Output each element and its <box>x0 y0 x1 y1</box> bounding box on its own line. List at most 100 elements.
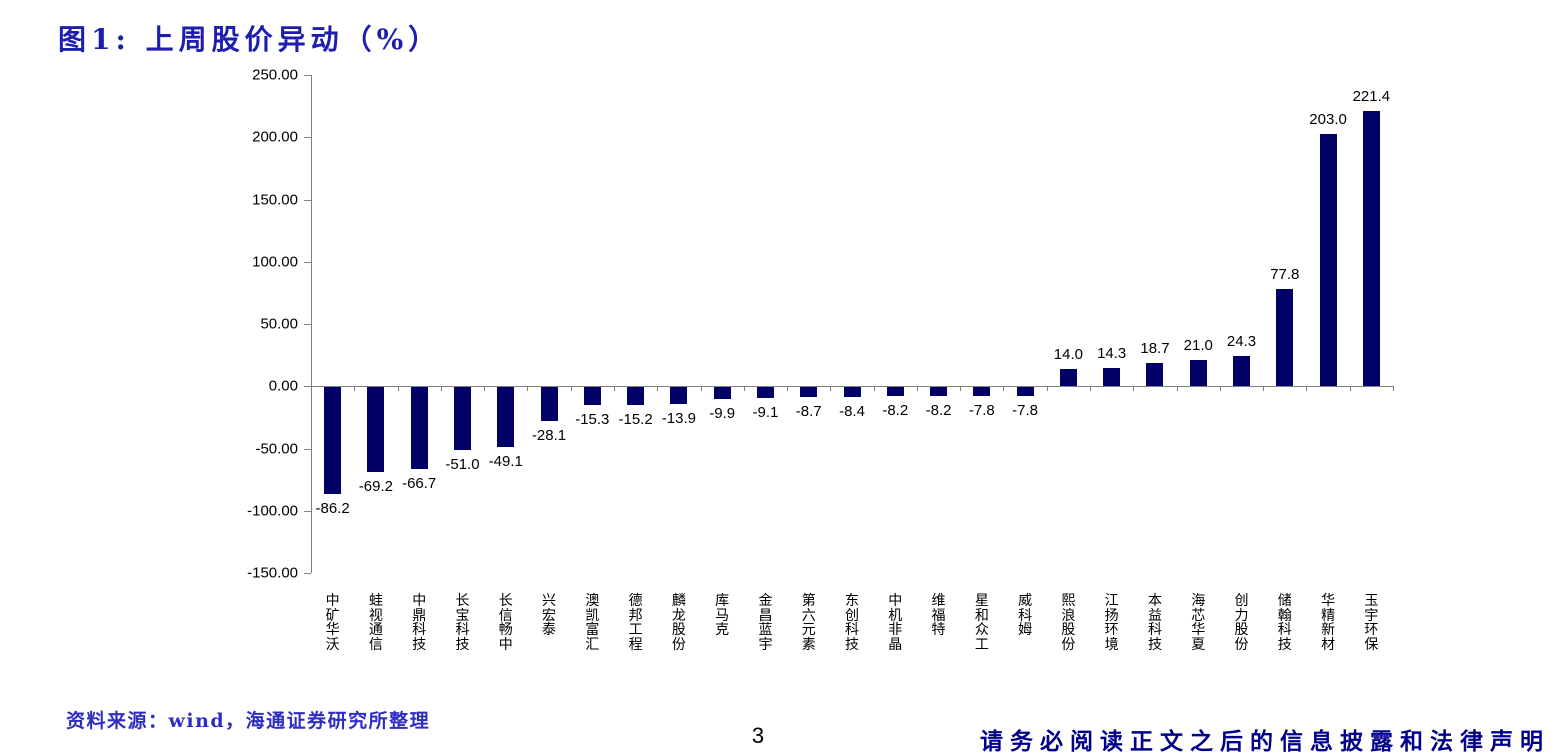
category-label: 本益科技 <box>1146 594 1164 652</box>
bar <box>843 386 861 397</box>
x-axis-line <box>311 386 1393 388</box>
bar-value-label: -28.1 <box>531 427 567 445</box>
category-label-char: 材 <box>1321 636 1336 653</box>
category-label-char: 益 <box>1147 607 1162 624</box>
category-label-char: 沃 <box>325 636 340 653</box>
bar <box>1362 110 1380 387</box>
category-label: 星和众工 <box>973 594 991 652</box>
category-label-char: 工 <box>974 636 989 653</box>
category-label-char: 星 <box>974 593 989 609</box>
y-axis-line <box>311 75 312 573</box>
category-label-char: 玉 <box>1364 593 1379 609</box>
category-label: 库马克 <box>713 594 731 638</box>
category-label-char: 海 <box>1191 593 1206 609</box>
category-label: 东创科技 <box>843 594 861 652</box>
category-label-char: 汇 <box>585 636 600 653</box>
category-label-char: 长 <box>498 593 513 609</box>
y-tick-label: 50.00 <box>260 315 298 333</box>
x-axis-tick <box>484 386 486 392</box>
category-label-char: 邦 <box>628 607 643 624</box>
category-label: 威科姆 <box>1016 594 1034 638</box>
category-label-char: 科 <box>845 622 859 639</box>
category-label: 兴宏泰 <box>540 594 558 638</box>
category-label-char: 宇 <box>1364 607 1379 624</box>
category-label-char: 技 <box>412 636 427 653</box>
bar-value-label: 203.0 <box>1309 110 1347 128</box>
category-label-char: 矿 <box>325 607 340 624</box>
bar-value-label: 21.0 <box>1183 337 1213 355</box>
category-label-char: 库 <box>715 593 730 609</box>
category-label: 蛙视通信 <box>367 594 385 652</box>
x-axis-tick <box>1393 386 1394 392</box>
x-axis-tick <box>873 386 875 392</box>
category-label-char: 富 <box>585 622 600 639</box>
bar-value-label: -86.2 <box>315 499 350 517</box>
category-label-char: 晶 <box>888 636 903 653</box>
category-label-char: 泰 <box>542 622 557 639</box>
category-label-char: 翰 <box>1277 607 1292 624</box>
bar <box>540 386 558 422</box>
bar-value-label: -8.2 <box>925 402 952 420</box>
category-label-char: 份 <box>671 636 686 653</box>
x-axis-tick <box>1306 386 1308 392</box>
bar <box>670 386 688 404</box>
category-label-char: 姆 <box>1018 622 1033 639</box>
bar <box>1276 289 1294 387</box>
category-label-char: 宇 <box>758 636 773 653</box>
x-axis-tick <box>613 386 615 392</box>
category-label-char: 创 <box>845 607 859 624</box>
bar-value-label: -66.7 <box>402 475 437 493</box>
bar-value-label: 14.3 <box>1097 345 1127 363</box>
category-label-char: 工 <box>628 622 643 639</box>
bar <box>497 386 515 448</box>
bar <box>713 386 731 399</box>
bar-value-label: -15.3 <box>575 411 610 429</box>
bar <box>410 386 428 470</box>
bar <box>583 386 601 406</box>
category-label-char: 力 <box>1234 607 1249 624</box>
category-label-char: 熙 <box>1061 593 1076 609</box>
x-axis-tick <box>830 386 832 392</box>
category-label-char: 通 <box>368 622 383 639</box>
x-axis-tick <box>916 386 918 392</box>
bar-value-label: -7.8 <box>1012 401 1039 419</box>
y-axis-tick <box>304 199 311 201</box>
category-label-char: 鼎 <box>412 607 427 624</box>
category-label-char: 创 <box>1234 593 1249 609</box>
bar <box>756 386 774 398</box>
category-label-char: 兴 <box>542 593 557 609</box>
category-label-char: 境 <box>1104 636 1119 653</box>
category-label-char: 夏 <box>1191 636 1206 653</box>
category-label: 创力股份 <box>1233 594 1251 652</box>
bar-value-label: 18.7 <box>1140 339 1170 357</box>
x-axis-tick <box>1263 386 1265 392</box>
bar-value-label: -9.1 <box>752 403 779 421</box>
x-axis-tick <box>570 386 572 392</box>
category-label-char: 机 <box>888 607 903 624</box>
category-label-char: 克 <box>715 622 730 639</box>
x-axis-tick <box>527 386 529 392</box>
category-label-char: 和 <box>974 607 989 624</box>
bar <box>1319 133 1337 387</box>
x-axis-tick <box>1349 386 1351 392</box>
x-axis-tick <box>657 386 659 392</box>
category-label: 熙浪股份 <box>1059 594 1077 652</box>
bar <box>367 386 385 473</box>
bar-value-label: -51.0 <box>445 455 480 473</box>
category-label-char: 德 <box>628 593 643 609</box>
x-axis-tick <box>397 386 399 392</box>
bar-value-label: -9.9 <box>709 404 736 422</box>
category-label-char: 华 <box>1191 622 1206 639</box>
x-axis-tick <box>1003 386 1005 392</box>
bar <box>1233 355 1251 387</box>
bar <box>453 386 471 450</box>
category-label-char: 技 <box>845 636 859 653</box>
category-label: 德邦工程 <box>627 594 645 652</box>
category-label-char: 科 <box>412 622 427 639</box>
category-label-char: 中 <box>888 593 903 609</box>
category-label-char: 技 <box>455 636 470 653</box>
category-label-char: 保 <box>1364 636 1379 653</box>
x-axis-tick <box>960 386 962 392</box>
category-label: 玉宇环保 <box>1362 594 1380 652</box>
category-label: 中机非晶 <box>886 594 904 652</box>
